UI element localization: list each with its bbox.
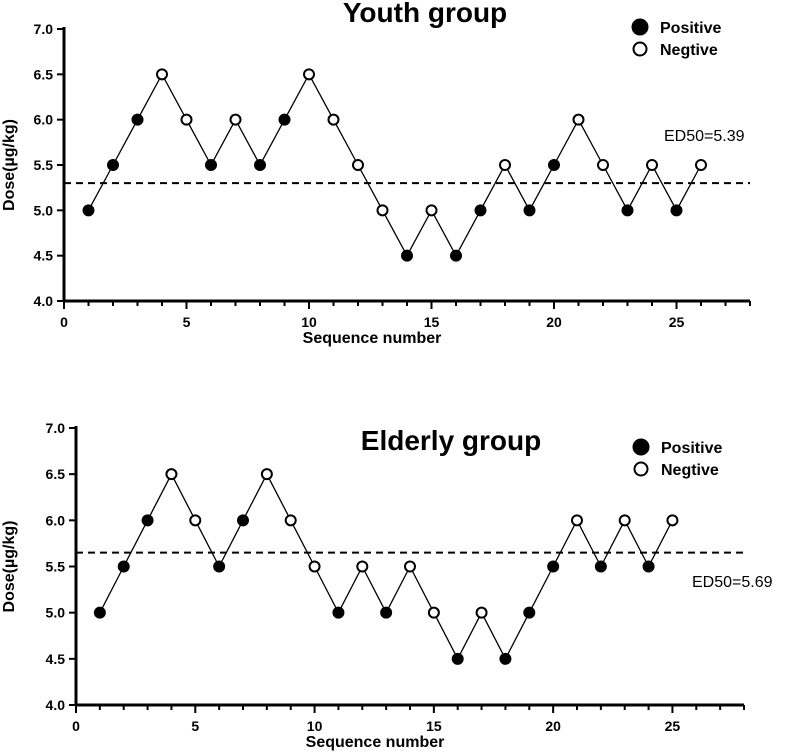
y-tick-label: 6.5 [46, 466, 66, 482]
negative-point [327, 113, 340, 126]
negative-point [695, 159, 707, 171]
y-axis-label: Dose(µg/kg) [1, 521, 18, 613]
negative-point [303, 68, 315, 81]
chart-title: Elderly group [361, 425, 541, 456]
series-line [99, 472, 674, 661]
positive-point [548, 159, 560, 171]
y-tick-label: 6.5 [34, 66, 54, 82]
negative-point [284, 514, 297, 527]
x-tick-label: 25 [669, 314, 685, 330]
negative-point [165, 468, 178, 481]
y-tick-label: 7.0 [34, 21, 54, 37]
y-tick-label: 5.5 [34, 157, 54, 173]
negative-point [229, 113, 242, 126]
x-axis-label: Sequence number [303, 330, 442, 347]
ed50-annotation: ED50=5.69 [692, 574, 773, 591]
y-tick-label: 4.0 [46, 697, 66, 713]
positive-point [107, 159, 119, 171]
negative-point [666, 514, 679, 527]
positive-point [82, 204, 95, 217]
positive-point [213, 560, 226, 573]
chart-title: Youth group [343, 0, 507, 28]
positive-point [141, 514, 154, 527]
negative-point [156, 68, 168, 81]
positive-point [670, 204, 683, 217]
x-axis-label: Sequence number [306, 734, 445, 751]
elderly-chart: Elderly group 4.0 4.5 5.0 5.5 6.0 6.5 7.0 0 5 10 15… [1, 420, 773, 751]
negative-point [499, 159, 511, 171]
legend-positive-label: Positive [660, 20, 721, 37]
positive-point [278, 113, 291, 126]
legend-negative-marker [633, 461, 649, 477]
legend-positive-marker [631, 18, 649, 36]
negative-point [356, 560, 369, 573]
negative-point [404, 560, 416, 573]
legend-positive-label: Positive [661, 440, 722, 457]
negative-point [425, 204, 438, 217]
y-tick-label: 6.0 [46, 512, 66, 528]
x-tick-label: 20 [546, 314, 562, 330]
positive-point [594, 560, 607, 573]
positive-point [621, 204, 634, 217]
y-tick-label: 5.0 [34, 202, 54, 218]
negative-point [571, 514, 583, 527]
negative-point [597, 159, 609, 171]
ed50-annotation: ED50=5.39 [664, 128, 745, 145]
legend-negative-marker [632, 41, 648, 57]
y-tick-label: 7.0 [46, 420, 66, 436]
negative-point [376, 204, 389, 217]
negative-point [180, 113, 193, 126]
positive-point [450, 249, 462, 262]
legend-positive-marker [632, 438, 650, 456]
positive-point [499, 652, 512, 665]
legend-negative-label: Negtive [661, 462, 719, 479]
y-tick-label: 6.0 [34, 112, 54, 128]
positive-point [93, 606, 106, 619]
negative-point [189, 514, 202, 527]
positive-point [401, 249, 413, 262]
x-tick-label: 10 [301, 314, 317, 330]
negative-point [572, 113, 585, 126]
positive-point [380, 606, 393, 619]
negative-point [475, 606, 488, 619]
positive-point [131, 113, 144, 126]
y-tick-label: 4.5 [46, 651, 66, 667]
positive-point [254, 159, 266, 171]
x-tick-label: 5 [183, 314, 191, 330]
negative-point [260, 468, 273, 481]
positive-point [474, 204, 487, 217]
negative-point [427, 606, 440, 619]
negative-point [308, 560, 321, 573]
x-tick-label: 15 [426, 718, 442, 734]
x-tick-label: 20 [545, 718, 561, 734]
y-tick-label: 5.5 [46, 559, 66, 575]
positive-point [523, 606, 536, 619]
positive-point [237, 514, 249, 527]
positive-point [642, 560, 655, 573]
positive-point [547, 560, 560, 573]
positive-point [117, 560, 130, 573]
y-tick-label: 4.0 [34, 293, 54, 309]
x-tick-label: 0 [72, 718, 80, 734]
positive-point [332, 606, 345, 619]
negative-point [618, 514, 631, 527]
x-tick-label: 15 [424, 314, 440, 330]
x-tick-label: 25 [665, 718, 681, 734]
x-tick-label: 0 [60, 314, 68, 330]
series-line [87, 72, 702, 258]
x-tick-label: 10 [307, 718, 323, 734]
y-tick-label: 4.5 [34, 248, 54, 264]
positive-point [523, 204, 536, 217]
positive-point [451, 652, 464, 665]
legend-negative-label: Negtive [660, 42, 718, 59]
x-tick-label: 5 [191, 718, 199, 734]
youth-chart: Youth group 4.0 4.5 5.0 5.5 6.0 6.5 7.0 0 5 10 15 20… [1, 0, 751, 347]
y-axis-label: Dose(µg/kg) [1, 119, 18, 211]
positive-point [205, 159, 217, 171]
negative-point [352, 159, 364, 171]
negative-point [646, 159, 658, 171]
y-tick-label: 5.0 [46, 605, 66, 621]
